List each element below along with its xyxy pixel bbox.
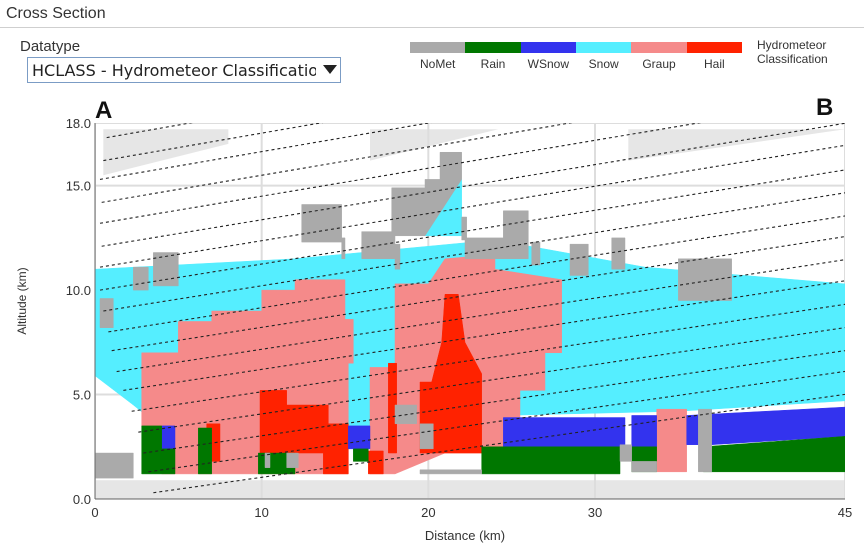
legend-colorbar bbox=[410, 42, 742, 54]
region-wsnow-14 bbox=[161, 425, 176, 450]
legend-swatch-graup bbox=[631, 42, 687, 53]
datatype-selected-value: HCLASS - Hydrometeor Classification bbox=[32, 61, 316, 80]
beam-line-14 bbox=[138, 327, 845, 433]
y-tick-label-2: 10.0 bbox=[66, 283, 91, 298]
region-nomet-41 bbox=[619, 444, 632, 462]
beam-line-9 bbox=[108, 215, 845, 333]
region-nomet-32 bbox=[464, 237, 504, 260]
x-axis-title: Distance (km) bbox=[425, 528, 505, 543]
blocked-region-1 bbox=[370, 129, 499, 161]
legend-label-graup: Graup bbox=[642, 57, 676, 71]
beam-line-13 bbox=[131, 303, 845, 412]
beam-line-12 bbox=[123, 280, 845, 391]
region-wsnow-11 bbox=[503, 417, 626, 448]
region-rain-18 bbox=[353, 448, 369, 462]
blocked-region-2 bbox=[628, 129, 845, 161]
x-tick-label-2: 20 bbox=[421, 505, 435, 520]
legend-label-hail: Hail bbox=[703, 57, 725, 71]
y-tick-label-1: 5.0 bbox=[73, 388, 91, 403]
region-nomet-27 bbox=[341, 237, 346, 260]
region-nomet-45 bbox=[419, 469, 482, 475]
region-nomet-34 bbox=[531, 241, 541, 266]
region-rain-15 bbox=[141, 425, 176, 475]
endpoint-a-label: A bbox=[95, 97, 113, 124]
region-nomet-36 bbox=[611, 237, 626, 270]
beam-line-17 bbox=[153, 393, 845, 494]
x-tick-label-0: 0 bbox=[91, 505, 98, 520]
region-nomet-43 bbox=[286, 452, 299, 468]
region-nomet-42 bbox=[264, 452, 271, 468]
legend-swatch-rain bbox=[465, 42, 521, 53]
region-wsnow-13 bbox=[686, 406, 845, 445]
legend-swatch-snow bbox=[576, 42, 632, 53]
legend-label-rain: Rain bbox=[480, 57, 506, 71]
region-hail-7 bbox=[388, 362, 397, 454]
plot-content bbox=[95, 123, 845, 499]
legend-label-nomet: NoMet bbox=[419, 57, 456, 71]
region-rain-16 bbox=[198, 427, 212, 475]
blocked-region-0 bbox=[103, 129, 229, 176]
beam-line-0 bbox=[106, 123, 194, 139]
panel-title: Cross Section bbox=[6, 5, 106, 22]
region-nomet-35 bbox=[569, 243, 589, 276]
legend-title: Hydrometeor Classification bbox=[757, 38, 828, 66]
legend-title-line1: Hydrometeor bbox=[757, 38, 827, 52]
ground-band bbox=[95, 480, 845, 499]
region-nomet-37 bbox=[678, 258, 732, 301]
region-nomet-23 bbox=[99, 298, 114, 328]
y-tick-label-4: 18.0 bbox=[66, 116, 91, 131]
x-tick-label-3: 30 bbox=[588, 505, 602, 520]
legend-swatch-hail bbox=[686, 42, 742, 53]
beam-line-11 bbox=[116, 259, 845, 373]
datatype-label: Datatype bbox=[20, 38, 81, 55]
y-tick-label-3: 15.0 bbox=[66, 179, 91, 194]
x-tick-label-1: 10 bbox=[254, 505, 268, 520]
region-nomet-38 bbox=[419, 423, 434, 450]
legend-title-line2: Classification bbox=[757, 52, 828, 66]
region-nomet-31 bbox=[461, 216, 467, 241]
region-nomet-39 bbox=[631, 461, 657, 473]
region-nomet-28 bbox=[361, 231, 396, 260]
region-nomet-25 bbox=[153, 252, 179, 287]
region-wsnow-12 bbox=[631, 415, 657, 448]
panel-title-bar: Cross Section bbox=[0, 0, 864, 28]
beam-line-8 bbox=[103, 192, 845, 312]
region-nomet-24 bbox=[133, 266, 149, 291]
legend-label-wsnow: WSnow bbox=[527, 57, 569, 71]
endpoint-b-label: B bbox=[816, 94, 834, 121]
legend-label-snow: Snow bbox=[588, 57, 619, 71]
region-nomet-30 bbox=[394, 243, 401, 270]
x-tick-label-4: 45 bbox=[838, 505, 852, 520]
beam-line-10 bbox=[111, 236, 845, 352]
region-rain-19 bbox=[481, 446, 621, 475]
y-tick-label-0: 0.0 bbox=[73, 492, 91, 507]
region-hail-9 bbox=[368, 450, 384, 475]
legend-swatch-nomet bbox=[410, 42, 466, 53]
region-nomet-40 bbox=[698, 408, 712, 473]
y-axis-title: Altitude (km) bbox=[15, 267, 29, 334]
chevron-down-icon[interactable] bbox=[323, 65, 337, 74]
region-hail-8 bbox=[419, 294, 482, 454]
region-nomet-22 bbox=[95, 452, 134, 479]
beam-line-15 bbox=[143, 350, 845, 454]
region-nomet-26 bbox=[301, 204, 342, 243]
legend-swatch-wsnow bbox=[520, 42, 576, 53]
region-nomet-33 bbox=[503, 210, 529, 260]
datatype-select[interactable]: HCLASS - Hydrometeor Classification bbox=[27, 57, 341, 83]
region-wsnow-10 bbox=[348, 425, 371, 450]
